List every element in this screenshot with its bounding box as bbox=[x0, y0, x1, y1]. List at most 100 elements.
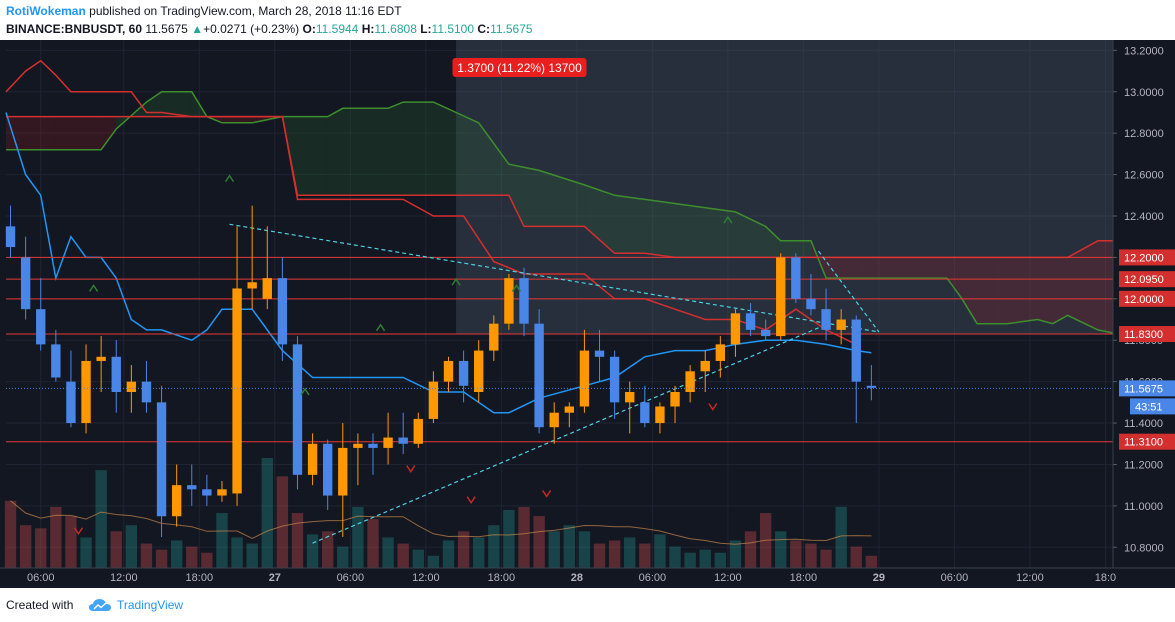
volume-bar bbox=[639, 543, 651, 568]
time-tick-label: 18:00 bbox=[790, 572, 818, 584]
candle-bear bbox=[111, 356, 121, 392]
volume-bar bbox=[669, 546, 681, 568]
cloud-bull-segment bbox=[146, 91, 162, 117]
cloud-bear-segment bbox=[946, 257, 962, 299]
author-link[interactable]: RotiWokeman bbox=[6, 4, 86, 18]
candle-bear bbox=[36, 309, 46, 345]
candle-bull bbox=[443, 360, 454, 382]
volume-bar bbox=[140, 543, 153, 568]
volume-bar bbox=[216, 513, 228, 568]
time-tick-label: 12:00 bbox=[714, 572, 742, 584]
volume-bar bbox=[820, 549, 832, 568]
volume-bar bbox=[593, 543, 606, 568]
volume-bar bbox=[714, 552, 727, 568]
volume-bar bbox=[186, 546, 198, 568]
measure-label-box bbox=[452, 58, 587, 77]
time-axis[interactable]: 06:00 12:00 18:00 27 06:00 12:00 18:00 28 06:00 1… bbox=[0, 567, 1175, 588]
trend-line bbox=[229, 223, 880, 333]
publish-line: RotiWokeman published on TradingView.com… bbox=[6, 4, 402, 18]
volume-bar bbox=[684, 552, 696, 568]
volume-bar bbox=[865, 555, 878, 568]
cloud-bear-segment bbox=[1007, 257, 1038, 324]
cloud-bear-segment bbox=[221, 116, 253, 123]
last-price: 11.5675 bbox=[145, 22, 188, 36]
candle-bull bbox=[685, 371, 695, 392]
volume-bar bbox=[442, 540, 455, 568]
up-triangle-icon: ▲ bbox=[191, 22, 204, 36]
tradingview-logo-icon[interactable] bbox=[88, 597, 112, 616]
close-label: C: bbox=[477, 22, 491, 36]
cloud-bear-segment bbox=[961, 257, 978, 324]
volume-bar bbox=[155, 549, 168, 568]
candle-bear bbox=[202, 489, 212, 496]
horizontal-lines[interactable] bbox=[6, 256, 1113, 443]
price-chart[interactable]: 10.800011.000011.200011.400011.600011.80… bbox=[0, 40, 1175, 588]
fractal-up-marker bbox=[375, 323, 386, 332]
cloud-bear-segment bbox=[1052, 257, 1068, 324]
volume-bar bbox=[35, 528, 47, 568]
cloud-bull-segment bbox=[614, 195, 645, 254]
time-tick-label: 12:00 bbox=[412, 572, 440, 584]
volume-bar bbox=[306, 534, 319, 568]
trend-lines[interactable] bbox=[229, 223, 880, 544]
candle-bull bbox=[564, 406, 574, 413]
fractal-down-marker bbox=[708, 403, 718, 411]
volume-bar bbox=[624, 537, 636, 568]
price-tick-label: 13.0000 bbox=[1124, 87, 1164, 99]
candle-bear bbox=[20, 257, 31, 310]
fractals bbox=[73, 174, 733, 536]
volume-bar bbox=[835, 506, 847, 568]
volume-bar bbox=[744, 531, 757, 568]
candle-bull bbox=[353, 443, 363, 448]
volume-bar bbox=[337, 546, 349, 568]
candle-bear bbox=[5, 226, 16, 248]
cloud-bull-segment bbox=[539, 170, 585, 227]
candle-bull bbox=[171, 485, 182, 517]
cloud-bull-segment bbox=[584, 184, 615, 254]
cloud-bull-segment bbox=[297, 116, 328, 196]
time-tick-label: 06:00 bbox=[639, 572, 667, 584]
level-badge bbox=[1119, 271, 1175, 288]
volume-bar bbox=[850, 546, 862, 568]
cloud-bull-segment bbox=[161, 91, 192, 117]
time-tick-label: 29 bbox=[873, 572, 885, 584]
price-axis[interactable]: 10.800011.000011.200011.400011.600011.80… bbox=[1112, 40, 1175, 588]
low-label: L: bbox=[420, 22, 432, 36]
candle-bull bbox=[776, 257, 786, 337]
candles bbox=[5, 205, 877, 537]
price-tick-label: 13.2000 bbox=[1124, 45, 1164, 57]
volume-bar bbox=[488, 525, 500, 568]
candle-bear bbox=[594, 350, 605, 357]
volume-bar bbox=[548, 531, 560, 568]
cloud-bull-segment bbox=[433, 102, 479, 196]
publish-info: published on TradingView.com, March 28, … bbox=[89, 4, 402, 18]
volume-bar bbox=[427, 555, 440, 568]
volume-bar bbox=[19, 525, 32, 568]
cloud-bull-segment bbox=[690, 205, 736, 258]
chart-area[interactable]: 10.800011.000011.200011.400011.600011.80… bbox=[0, 40, 1175, 588]
volume-bar bbox=[729, 540, 742, 568]
fractal-down-marker bbox=[542, 490, 552, 498]
cloud-bear-segment bbox=[40, 116, 56, 150]
volume-bar bbox=[412, 549, 424, 568]
volume-bar bbox=[367, 519, 379, 568]
candle-bear bbox=[141, 381, 152, 403]
open-label: O: bbox=[302, 22, 316, 36]
cloud-bull-segment bbox=[780, 240, 796, 258]
volume-bar bbox=[382, 537, 394, 568]
candle-bear bbox=[156, 402, 167, 517]
volume-bar bbox=[578, 531, 591, 568]
candle-bull bbox=[700, 360, 710, 372]
candle-bear bbox=[458, 360, 469, 386]
candle-bear bbox=[806, 298, 816, 310]
cloud-bull-segment bbox=[508, 164, 525, 227]
candle-bear bbox=[821, 309, 831, 330]
cloud-bull-segment bbox=[765, 226, 781, 258]
symbol-label[interactable]: BINANCE:BNBUSDT, 60 bbox=[6, 22, 143, 36]
volume-bar bbox=[563, 525, 575, 568]
price-change: +0.0271 (+0.23%) bbox=[203, 22, 300, 36]
tradingview-link[interactable]: TradingView bbox=[117, 598, 184, 612]
candle-bear bbox=[745, 313, 756, 330]
volume-bar bbox=[276, 476, 289, 568]
created-with-text: Created with bbox=[6, 598, 74, 612]
